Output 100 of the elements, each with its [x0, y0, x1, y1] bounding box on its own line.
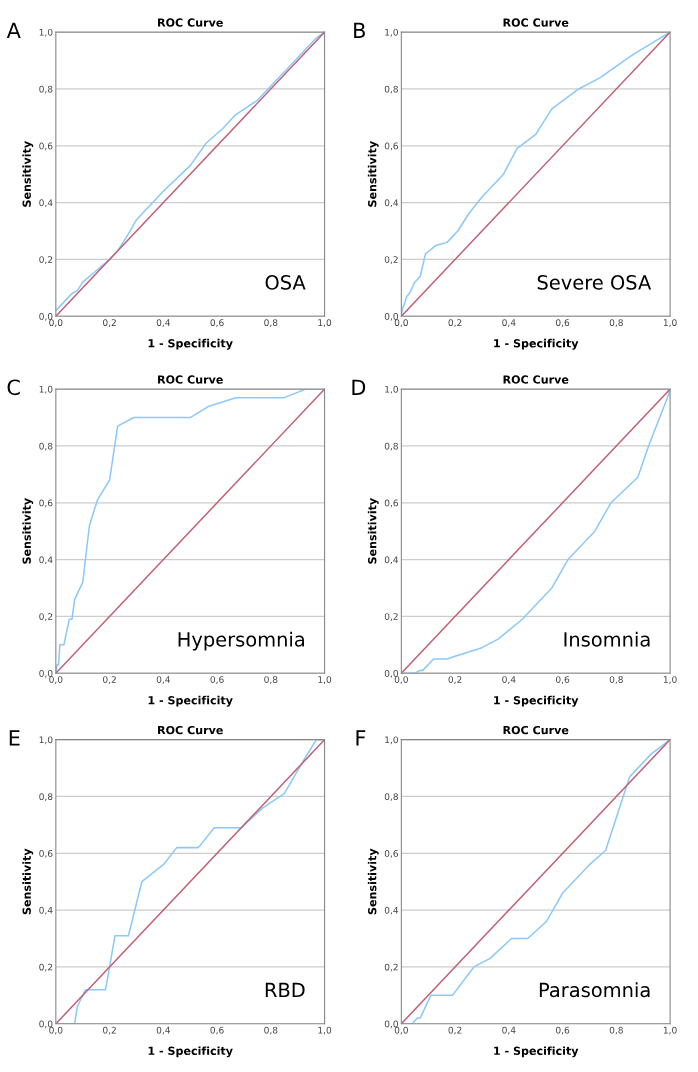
y-tick-label: 0,2	[39, 963, 53, 972]
y-tick-label: 0,8	[39, 793, 53, 801]
chart-title: ROC Curve	[158, 725, 223, 735]
y-tick-label: 1,0	[39, 385, 53, 394]
y-tick-label: 0,8	[384, 793, 398, 801]
y-tick-label: 1,0	[385, 28, 398, 37]
x-tick-label: 1,0	[663, 319, 677, 327]
y-tick-label: 0,2	[384, 256, 398, 264]
x-tick-label: 0,0	[394, 676, 408, 684]
x-tick-label: 0,0	[394, 1026, 408, 1035]
y-tick-label: 0,2	[39, 613, 53, 621]
x-tick-label: 0,4	[156, 676, 170, 684]
x-tick-label: 0,0	[49, 319, 63, 327]
x-tick-label: 0,6	[210, 319, 224, 327]
annotation: Parasomnia	[539, 982, 650, 998]
y-tick-label: 0,4	[39, 906, 53, 915]
text: A	[6, 22, 21, 38]
y-tick-label: 1,0	[385, 385, 398, 394]
y-axis-title: Sensitivity	[367, 141, 379, 207]
chart-title: ROC Curve	[158, 375, 223, 384]
x-tick-label: 0,8	[609, 1026, 623, 1035]
y-tick-label: 0,0	[39, 312, 53, 321]
y-tick-label: 1,0	[385, 736, 398, 745]
text: C	[7, 379, 20, 396]
line-series	[55, 389, 325, 674]
y-axis-title: Sensitivity	[22, 848, 34, 915]
y-tick-label: 0,6	[384, 142, 398, 151]
y-tick-label: 0,0	[39, 1020, 53, 1029]
x-tick-label: 0,6	[210, 676, 224, 684]
text: F	[356, 730, 366, 746]
y-tick-label: 0,4	[384, 906, 399, 915]
y-tick-label: 0,0	[384, 1020, 398, 1029]
y-tick-label: 0,4	[384, 556, 399, 565]
x-tick-label: 1,0	[318, 676, 332, 684]
x-tick-label: 0,0	[49, 1026, 63, 1035]
x-tick-label: 0,4	[156, 1026, 170, 1035]
y-tick-label: 0,6	[39, 142, 53, 151]
x-tick-label: 0,8	[264, 676, 278, 684]
x-tick-label: 0,6	[556, 1026, 570, 1035]
x-tick-label: 0,8	[264, 1026, 278, 1035]
line-series	[401, 389, 671, 674]
y-axis-title: Sensitivity	[367, 498, 379, 564]
annotation: OSA	[265, 275, 306, 290]
x-axis-title: 1 - Specificity	[494, 695, 579, 707]
y-tick-label: 0,2	[39, 256, 53, 264]
chart-title: ROC Curve	[503, 725, 569, 735]
y-tick-label: 1,0	[39, 736, 53, 745]
x-tick-label: 0,2	[448, 1026, 462, 1035]
x-tick-label: 0,2	[103, 1026, 116, 1035]
y-tick-label: 0,8	[384, 85, 398, 94]
y-tick-label: 0,6	[39, 499, 53, 508]
x-tick-label: 0,4	[156, 319, 170, 327]
y-tick-label: 0,6	[39, 850, 53, 858]
text: E	[9, 730, 20, 746]
x-tick-label: 0,6	[556, 676, 570, 684]
x-axis-title: 1 - Specificity	[494, 1046, 579, 1058]
text: D	[352, 379, 366, 395]
x-tick-label: 0,2	[103, 319, 116, 327]
y-tick-label: 0,6	[384, 499, 398, 508]
y-tick-label: 0,0	[384, 669, 398, 678]
line-series	[55, 739, 325, 1024]
chart-title: ROC Curve	[158, 18, 223, 27]
x-tick-label: 0,8	[609, 676, 623, 684]
annotation: Insomnia	[564, 631, 650, 647]
y-tick-label: 0,4	[384, 199, 399, 208]
x-axis-title: 1 - Specificity	[494, 338, 579, 350]
x-tick-label: 0,0	[394, 319, 408, 327]
x-axis-title: 1 - Specificity	[148, 338, 233, 350]
x-tick-label: 1,0	[663, 1026, 677, 1035]
y-tick-label: 0,2	[384, 613, 398, 621]
x-tick-label: 0,6	[210, 1026, 224, 1035]
x-tick-label: 0,6	[556, 319, 570, 327]
y-axis-title: Sensitivity	[367, 848, 379, 915]
x-tick-label: 0,4	[502, 1026, 516, 1035]
text: B	[354, 22, 365, 38]
y-tick-label: 0,8	[39, 442, 53, 451]
line-series	[401, 32, 671, 317]
line-series	[401, 739, 671, 1024]
x-tick-label: 0,8	[609, 319, 623, 327]
x-tick-label: 0,4	[502, 319, 516, 327]
annotation: RBD	[265, 982, 305, 997]
y-tick-label: 0,2	[384, 963, 398, 972]
x-tick-label: 0,8	[264, 319, 278, 327]
chart-title: ROC Curve	[503, 375, 569, 384]
y-tick-label: 0,8	[39, 85, 53, 94]
y-tick-label: 0,4	[39, 199, 53, 208]
y-tick-label: 0,0	[384, 312, 398, 321]
x-tick-label: 0,4	[502, 676, 516, 684]
y-axis-title: Sensitivity	[22, 141, 34, 207]
x-tick-label: 0,2	[448, 676, 462, 684]
y-tick-label: 1,0	[39, 28, 53, 37]
annotation: Hypersomnia	[178, 631, 304, 651]
y-tick-label: 0,4	[39, 556, 53, 565]
x-tick-label: 0,2	[448, 319, 462, 327]
y-tick-label: 0,0	[39, 669, 53, 678]
x-axis-title: 1 - Specificity	[148, 1046, 233, 1058]
y-tick-label: 0,8	[384, 442, 398, 451]
annotation: Severe OSA	[537, 275, 652, 290]
x-tick-label: 0,2	[103, 676, 116, 684]
y-axis-title: Sensitivity	[22, 498, 34, 564]
